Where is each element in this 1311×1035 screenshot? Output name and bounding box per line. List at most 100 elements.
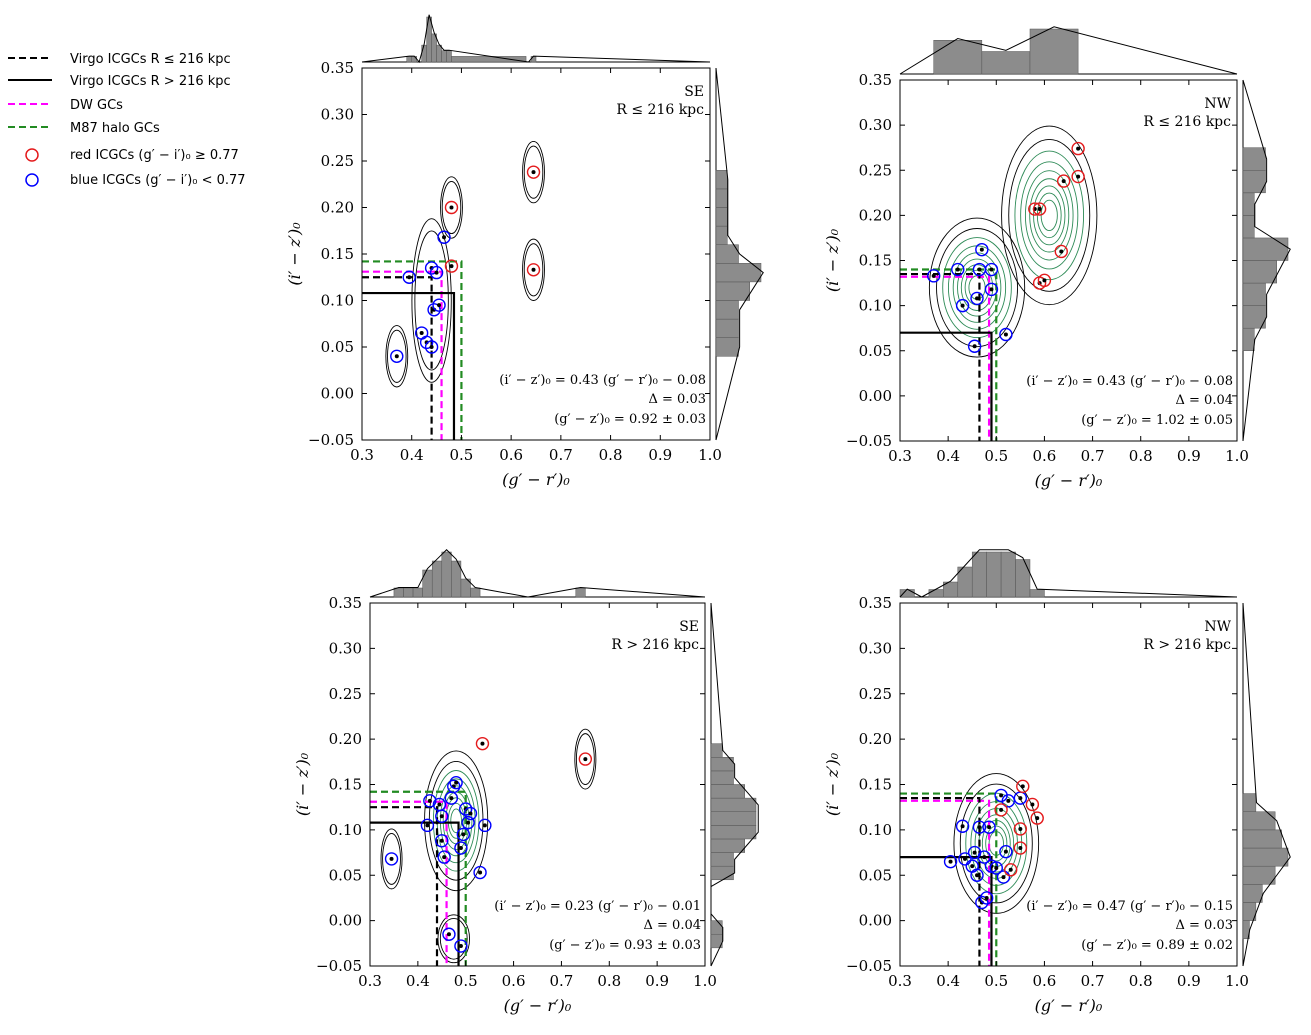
point-dot [583,757,588,762]
hist-y-bar [1242,884,1263,903]
x-tick-label: 1.0 [1225,972,1249,990]
y-tick-label: 0.20 [859,206,892,224]
point-marker [1016,779,1030,794]
x-tick-label: 0.6 [499,446,523,464]
point-marker [454,939,468,953]
point-dot [1003,332,1008,337]
x-tick-label: 0.7 [1081,972,1105,990]
x-tick-label: 0.6 [502,972,526,990]
point-marker [424,261,439,275]
point-marker [972,820,987,834]
point-dot [1042,278,1047,283]
region-label: SE [679,619,699,635]
point-marker [999,327,1013,342]
legend-label-dw: DW GCs [70,98,123,113]
point-marker [994,803,1008,817]
hist-x-bar [441,50,447,63]
hist-y-bar [710,797,757,812]
point-marker [463,806,478,821]
y-tick-label: 0.30 [321,106,354,124]
x-tick-label: 0.3 [888,447,912,465]
kde-contour [385,325,409,388]
point-dot [1018,846,1023,851]
point-marker [447,779,461,794]
virgo-inner-line [362,276,433,440]
kde-contour [985,825,1008,862]
hist-y-bar [1242,237,1289,261]
y-tick-label: 0.15 [321,245,354,263]
point-marker [955,298,970,313]
x-tick-label: 0.4 [936,447,960,465]
point-marker [1013,841,1028,855]
m87-halo-line [900,792,998,966]
y-tick-label: −0.05 [308,431,354,449]
hist-y-bar [715,170,728,190]
point-marker [435,834,449,848]
point-marker [1004,863,1018,877]
point-marker [437,230,451,244]
x-tick-label: 0.3 [358,972,382,990]
plot-area [370,728,597,966]
panel-4: 0.3 0.4 0.5 0.6 0.7 0.8 0.9 1.0 −0.05 0.00 0.05 0.1… [823,549,1291,1015]
virgo-inner-line [370,806,439,966]
hist-y-bar [715,337,739,357]
hist-y-bar [1242,192,1255,216]
point-dot [449,264,454,269]
hist-y-bar [715,188,728,208]
kde-contour [447,802,465,839]
point-marker [402,270,416,284]
point-marker [437,850,451,864]
x-tick-label: 0.5 [984,972,1008,990]
point-dot [960,824,965,829]
hist-y-bar [710,811,757,826]
point-marker [384,852,399,866]
x-tick-label: 0.4 [400,446,424,464]
point-marker [526,165,541,179]
y-tick-label: 0.15 [859,776,892,794]
radius-label: R > 216 kpc [611,637,699,653]
y-tick-label: 0.35 [329,594,362,612]
hist-y-bar [710,920,723,935]
kde-contour [523,145,544,199]
point-marker [429,265,444,280]
point-dot [975,873,980,878]
kde-contour [1029,178,1070,253]
hist-x-bar [446,50,452,63]
legend-label-virgo-outer: Virgo ICGCs R > 216 kpc [70,74,231,89]
hist-x-kde [361,14,711,64]
point-marker [955,819,970,833]
point-dot [439,838,444,843]
point-dot [389,856,394,861]
virgo-outer-line [370,821,460,966]
point-dot [449,796,454,801]
dw-line [900,799,991,966]
radius-label: R ≤ 216 kpc [1143,114,1231,130]
point-dot [446,932,451,937]
y-tick-label: 0.00 [859,912,892,930]
hist-y-bar [1242,811,1276,831]
y-tick-label: 0.15 [859,252,892,270]
radius-label: R ≤ 216 kpc [616,102,704,118]
hist-x-bar [1029,28,1079,75]
x-tick-label: 0.4 [936,972,960,990]
kde-contour [428,760,484,881]
y-tick-label: 0.20 [329,730,362,748]
kde-contour [574,728,597,790]
hist-y-bar [710,838,745,853]
y-tick-label: 0.35 [859,71,892,89]
point-dot [482,823,487,828]
color-gz: (g′ − z′)₀ = 1.02 ± 0.05 [1081,413,1233,428]
point-dot [972,850,977,855]
y-tick-label: 0.20 [321,199,354,217]
y-axis-label: (i′ − z′)₀ [293,752,312,816]
point-marker [454,841,468,855]
point-marker [975,242,989,257]
point-dot [531,170,536,175]
point-marker [456,827,471,842]
x-tick-label: 0.3 [888,972,912,990]
x-tick-label: 1.0 [693,972,717,990]
point-dot [1076,174,1081,179]
hist-y-bar [710,770,734,785]
hist-x-bar [530,56,537,63]
point-marker [419,335,434,350]
